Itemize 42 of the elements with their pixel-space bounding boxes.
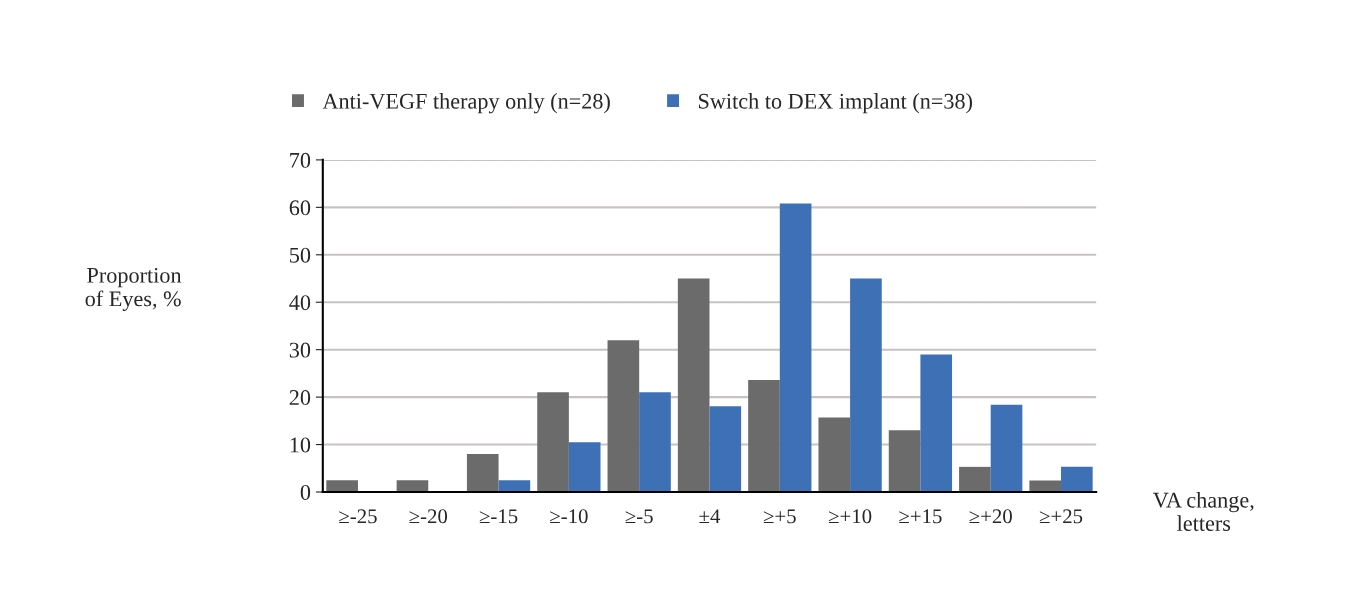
y-tick-label: 60	[289, 200, 311, 216]
legend-label: Switch to DEX implant (n=38)	[699, 93, 972, 114]
bar	[920, 354, 953, 492]
bar	[537, 392, 569, 492]
x-tick-label: ≥+15	[899, 509, 942, 524]
x-tick-label: ≥-25	[339, 509, 377, 524]
x-tick-label: ≥+10	[828, 509, 872, 524]
legend-label: Anti-VEGF therapy only (n=28)	[322, 93, 610, 114]
bar	[326, 480, 358, 492]
bar	[779, 203, 812, 492]
x-tick-label: ≥+25	[1039, 509, 1083, 524]
bar	[466, 454, 499, 492]
y-axis-title: Proportion of Eyes, %	[85, 267, 182, 311]
bar	[498, 480, 531, 492]
y-tick-label: 20	[289, 390, 311, 406]
y-tick-label: 30	[289, 342, 311, 358]
x-tick-label: ≥-20	[409, 509, 448, 524]
bar	[748, 380, 780, 492]
bar	[677, 278, 710, 492]
bar	[396, 480, 429, 492]
x-tick-label: ±4	[699, 509, 721, 524]
bar	[1061, 466, 1093, 492]
x-tick-label: ≥-5	[625, 509, 653, 524]
bar	[818, 417, 851, 492]
y-tick-label: 40	[289, 295, 311, 311]
bar	[990, 404, 1023, 492]
bar	[850, 278, 882, 492]
bar	[607, 340, 640, 492]
y-tick-label: 70	[290, 152, 311, 168]
x-tick-label: ≥-15	[479, 509, 518, 524]
y-tick-label: 0	[300, 484, 311, 500]
bar	[888, 430, 921, 492]
y-tick-label: 10	[290, 437, 311, 453]
y-tick-label: 50	[290, 247, 311, 263]
x-axis-title: VA change, letters	[1153, 492, 1254, 531]
bar	[639, 392, 671, 492]
bar	[709, 406, 742, 492]
x-tick-label: ≥-10	[550, 509, 588, 524]
bar	[959, 466, 991, 492]
x-tick-label: ≥+20	[969, 509, 1012, 524]
x-tick-label: ≥+5	[763, 509, 796, 524]
bar	[568, 442, 601, 492]
